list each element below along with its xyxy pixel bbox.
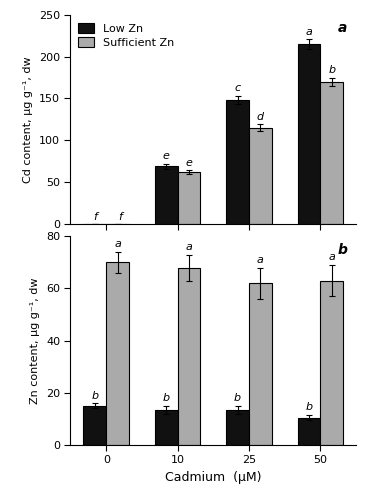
Text: b: b — [338, 242, 348, 256]
Bar — [249, 128, 272, 224]
Text: a: a — [114, 240, 121, 250]
Bar — [320, 82, 343, 224]
Text: e: e — [186, 158, 193, 168]
X-axis label: Cadmium  (µM): Cadmium (µM) — [165, 471, 262, 484]
Text: f: f — [93, 212, 97, 222]
Bar — [226, 410, 249, 445]
Text: c: c — [234, 84, 241, 94]
Text: b: b — [234, 394, 241, 404]
Text: a: a — [257, 255, 264, 265]
Text: b: b — [162, 394, 170, 404]
Text: b: b — [328, 65, 335, 75]
Y-axis label: Zn content, µg g⁻¹, dw: Zn content, µg g⁻¹, dw — [30, 278, 40, 404]
Text: b: b — [91, 390, 98, 400]
Y-axis label: Cd content, µg g⁻¹, dw: Cd content, µg g⁻¹, dw — [23, 56, 33, 182]
Text: a: a — [186, 242, 193, 252]
Bar — [178, 172, 200, 224]
Bar — [298, 44, 320, 224]
Text: d: d — [257, 112, 264, 122]
Bar — [249, 283, 272, 445]
Bar — [106, 262, 129, 445]
Text: a: a — [338, 22, 348, 36]
Bar — [83, 406, 106, 445]
Bar — [298, 418, 320, 445]
Bar — [155, 166, 178, 224]
Text: f: f — [119, 212, 122, 222]
Bar — [178, 268, 200, 445]
Text: e: e — [163, 151, 170, 161]
Text: a: a — [305, 26, 312, 36]
Text: a: a — [328, 252, 335, 262]
Legend: Low Zn, Sufficient Zn: Low Zn, Sufficient Zn — [74, 18, 178, 52]
Text: b: b — [305, 402, 312, 412]
Bar — [226, 100, 249, 224]
Bar — [320, 280, 343, 445]
Bar — [155, 410, 178, 445]
